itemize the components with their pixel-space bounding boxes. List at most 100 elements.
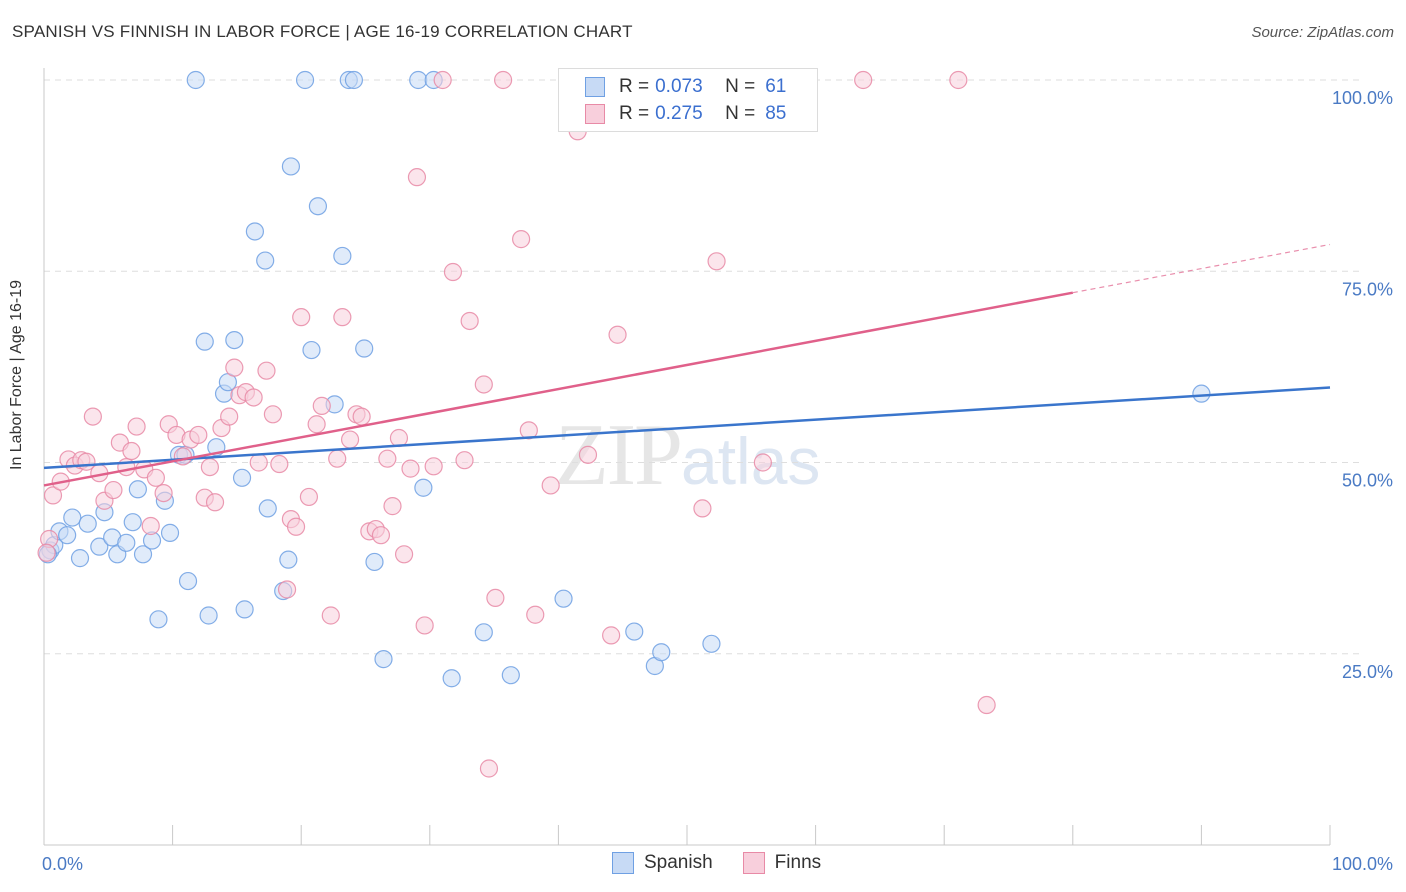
n-value: 85 [765, 103, 787, 124]
finns-point [455, 451, 474, 470]
spanish-point [133, 545, 153, 564]
finns-point [415, 616, 434, 635]
r-value: 0.073 [655, 76, 703, 97]
finns-point [486, 588, 505, 608]
spanish-swatch [585, 77, 605, 97]
finns-legend-swatch [742, 852, 765, 874]
stats-row-finns: R = 0.275 N = 85 [585, 101, 786, 127]
watermark-zip: ZIP [555, 407, 683, 504]
finns-point [141, 516, 160, 536]
finns-point [389, 428, 409, 448]
spanish-point [501, 666, 520, 685]
series-legend: Spanish Finns [612, 852, 851, 874]
finns-point [383, 497, 402, 516]
finns-point [270, 454, 289, 474]
spanish-legend-swatch [612, 852, 634, 874]
finns-point [519, 421, 538, 440]
spanish-point [78, 514, 97, 533]
chart-title: SPANISH VS FINNISH IN LABOR FORCE | AGE … [12, 22, 633, 41]
finns-point [146, 468, 165, 487]
finns-point [340, 430, 360, 449]
finns-point [173, 447, 192, 466]
spanish-point [128, 480, 147, 499]
finns-point [602, 626, 621, 645]
finns-point [460, 311, 479, 331]
finns-point [299, 487, 319, 507]
legend-item-finns[interactable]: Finns [742, 852, 821, 874]
finns-point [578, 445, 598, 464]
legend-label-spanish: Spanish [644, 852, 713, 873]
spanish-point [235, 600, 254, 619]
finns-point [83, 407, 102, 426]
finns-swatch [585, 104, 605, 124]
spanish-point [279, 550, 298, 569]
spanish-point [117, 533, 136, 552]
spanish-point [90, 537, 109, 556]
finns-point [693, 499, 712, 518]
watermark-atlas: atlas [681, 424, 821, 498]
watermark: ZIPatlas [555, 405, 820, 506]
legend-item-spanish[interactable]: Spanish [612, 852, 713, 874]
finns-point [292, 308, 311, 327]
n-label: N = [725, 103, 756, 124]
finns-point [43, 486, 63, 505]
stats-legend: R = 0.073 N = 61 R = 0.275 N = 85 [558, 68, 818, 132]
finns-point [433, 70, 452, 90]
spanish-trend-line [43, 386, 1331, 470]
n-value: 61 [765, 76, 787, 97]
finns-point [321, 606, 340, 625]
finns-point [333, 308, 352, 327]
spanish-point [245, 222, 265, 241]
spanish-point [186, 70, 205, 90]
finns-point [407, 168, 427, 187]
finns-point [526, 605, 545, 624]
stats-row-spanish: R = 0.073 N = 61 [585, 74, 786, 100]
spanish-point [625, 622, 644, 641]
spanish-point [355, 339, 374, 358]
finns-point [608, 325, 627, 344]
finns-point [127, 417, 146, 436]
spanish-point [295, 70, 315, 90]
y-tick-label: 25.0% [1342, 662, 1393, 682]
spanish-point [63, 508, 82, 527]
finns-point [707, 252, 726, 271]
finns-trend-line [43, 291, 1074, 487]
finns-point [424, 457, 443, 476]
spanish-point [333, 246, 352, 266]
x-tick-label: 100.0% [1332, 854, 1393, 874]
finns-point [225, 358, 244, 377]
finns-trend-extension [1072, 243, 1331, 294]
finns-point [977, 695, 996, 715]
finns-point [200, 457, 219, 477]
spanish-point [199, 606, 218, 625]
finns-point [541, 476, 560, 495]
finns-point [104, 480, 123, 500]
y-tick-label: 50.0% [1342, 471, 1393, 491]
spanish-point [1192, 384, 1211, 403]
spanish-point [160, 523, 180, 542]
spanish-point [652, 643, 671, 662]
r-label: R = [619, 76, 650, 97]
finns-point [205, 493, 225, 512]
finns-point [189, 425, 208, 445]
finns-point [122, 441, 141, 461]
finns-point [378, 449, 397, 468]
spanish-point [225, 331, 244, 350]
spanish-point [409, 70, 428, 90]
spanish-point [344, 70, 364, 90]
finns-point [286, 517, 306, 536]
spanish-point [374, 650, 393, 669]
spanish-point [178, 571, 198, 591]
spanish-point [123, 513, 142, 532]
spanish-point [232, 468, 252, 487]
spanish-point [70, 549, 90, 568]
finns-point [307, 415, 326, 434]
spanish-point [308, 197, 328, 216]
n-label: N = [725, 76, 756, 97]
spanish-point [58, 526, 77, 545]
spanish-point [149, 610, 168, 629]
r-label: R = [619, 103, 650, 124]
spanish-point [256, 251, 275, 270]
finns-point [401, 459, 420, 478]
